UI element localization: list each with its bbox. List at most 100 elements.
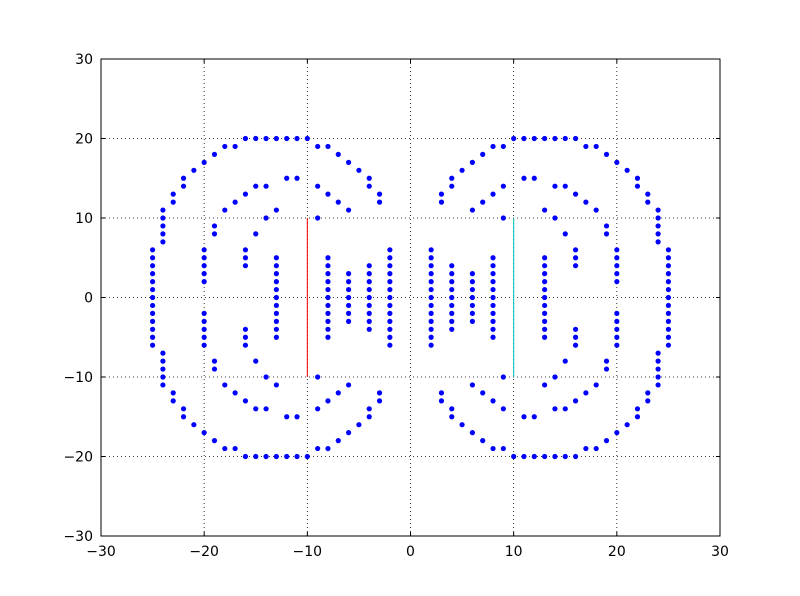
- point: [284, 135, 290, 142]
- point: [294, 414, 300, 420]
- point: [634, 414, 641, 420]
- point: [428, 326, 434, 332]
- point: [387, 302, 393, 309]
- plot-frame: [100, 58, 721, 537]
- point: [428, 286, 434, 293]
- point: [490, 255, 496, 261]
- point: [315, 406, 321, 412]
- point: [366, 302, 372, 309]
- point: [449, 286, 455, 293]
- point: [273, 263, 279, 269]
- point: [335, 390, 341, 396]
- point: [325, 271, 331, 277]
- point: [170, 390, 176, 396]
- point: [149, 342, 156, 348]
- point: [542, 263, 548, 269]
- point: [387, 247, 393, 253]
- point: [366, 310, 372, 316]
- point: [232, 445, 238, 452]
- point: [304, 453, 310, 460]
- point: [490, 302, 496, 309]
- point: [521, 135, 527, 142]
- point: [346, 286, 352, 293]
- point: [201, 255, 207, 261]
- point: [428, 247, 434, 253]
- point: [428, 310, 434, 316]
- point: [490, 263, 496, 269]
- point: [428, 263, 434, 269]
- point: [273, 382, 279, 388]
- point: [500, 183, 506, 189]
- point: [242, 135, 249, 142]
- point: [170, 199, 176, 205]
- point: [490, 326, 496, 332]
- point: [325, 310, 331, 316]
- tick-labels: −30 −20 −10 0 10 20 30 −30 −20 −10 0 10 20 30: [63, 52, 728, 560]
- point: [603, 151, 610, 157]
- point: [665, 263, 672, 269]
- point: [614, 310, 620, 316]
- point: [201, 271, 207, 277]
- point: [211, 223, 218, 229]
- point: [180, 414, 187, 420]
- point: [325, 143, 331, 150]
- point: [572, 191, 579, 197]
- point: [294, 175, 300, 181]
- point: [201, 334, 207, 340]
- point: [531, 453, 537, 460]
- point: [500, 374, 506, 380]
- point: [253, 231, 259, 237]
- point: [603, 366, 610, 372]
- point: [356, 422, 362, 428]
- point: [459, 167, 465, 173]
- point: [449, 175, 455, 181]
- point: [655, 366, 661, 372]
- point: [232, 199, 238, 205]
- point: [572, 247, 579, 253]
- point: [325, 191, 331, 197]
- y-tick-label: 0: [84, 291, 93, 307]
- point: [191, 167, 197, 173]
- point: [614, 326, 620, 332]
- point: [438, 398, 445, 404]
- point: [531, 175, 537, 181]
- point: [552, 374, 558, 380]
- y-tick-label: −30: [63, 529, 93, 545]
- point: [160, 366, 166, 372]
- point: [160, 358, 166, 364]
- point: [665, 342, 672, 348]
- point: [449, 263, 455, 269]
- point: [480, 151, 486, 157]
- point: [542, 286, 548, 293]
- point: [387, 334, 393, 340]
- point: [325, 334, 331, 340]
- point: [552, 183, 558, 189]
- point: [273, 302, 279, 309]
- point: [428, 342, 434, 348]
- point: [263, 215, 269, 221]
- point: [480, 438, 486, 444]
- point: [387, 286, 393, 293]
- point: [583, 143, 589, 150]
- point: [160, 207, 166, 213]
- point: [572, 334, 579, 340]
- y-tick-label: −20: [63, 450, 93, 466]
- point: [665, 286, 672, 293]
- point: [211, 366, 218, 372]
- point: [160, 374, 166, 380]
- point: [356, 167, 362, 173]
- point: [490, 279, 496, 285]
- point: [387, 294, 393, 301]
- point: [315, 215, 321, 221]
- point: [449, 294, 455, 301]
- point: [490, 294, 496, 301]
- point: [273, 318, 279, 324]
- point: [149, 310, 156, 316]
- point: [149, 263, 156, 269]
- point: [346, 159, 352, 165]
- point: [387, 255, 393, 261]
- point: [624, 422, 630, 428]
- point: [542, 271, 548, 277]
- point: [149, 286, 156, 293]
- point: [562, 358, 568, 364]
